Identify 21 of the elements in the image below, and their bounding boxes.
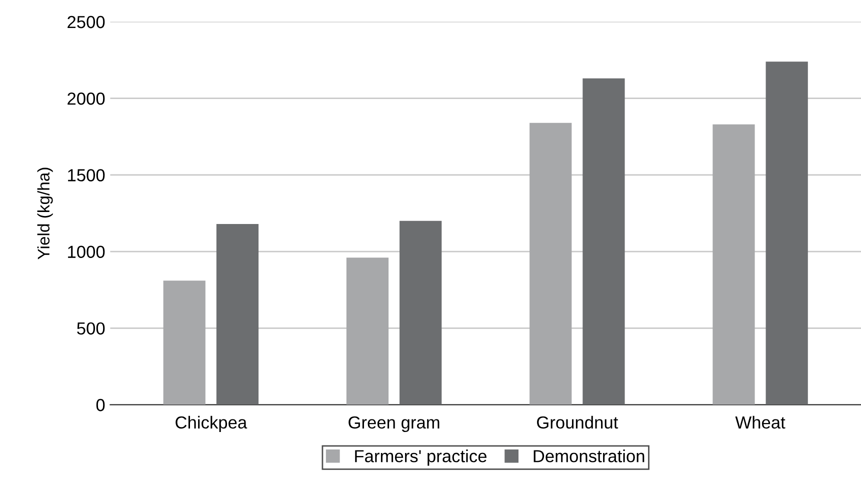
legend-label: Demonstration: [534, 450, 644, 462]
y-tick-label: 2500: [68, 16, 105, 28]
y-tick-label: 1000: [68, 246, 105, 258]
bar: [346, 258, 389, 405]
x-tick-label: Groundnut: [537, 416, 618, 429]
y-tick-label: 500: [77, 322, 105, 335]
bar: [712, 124, 755, 405]
bar: [766, 62, 808, 405]
y-tick-label: 1500: [68, 169, 105, 182]
x-tick-label: Wheat: [735, 416, 786, 429]
bar: [400, 220, 442, 405]
bar: [163, 280, 206, 405]
y-tick-label: 0: [96, 398, 105, 412]
bar: [216, 224, 259, 405]
y-tick-label: 2000: [68, 92, 105, 105]
x-tick-label: Chickpea: [176, 416, 248, 432]
bar: [582, 78, 625, 405]
legend-label: Farmers' practice: [355, 450, 486, 466]
x-tick-label: Green gram: [348, 416, 440, 432]
y-axis-title: Yield (kg/ha): [37, 168, 53, 260]
bar: [530, 122, 572, 405]
